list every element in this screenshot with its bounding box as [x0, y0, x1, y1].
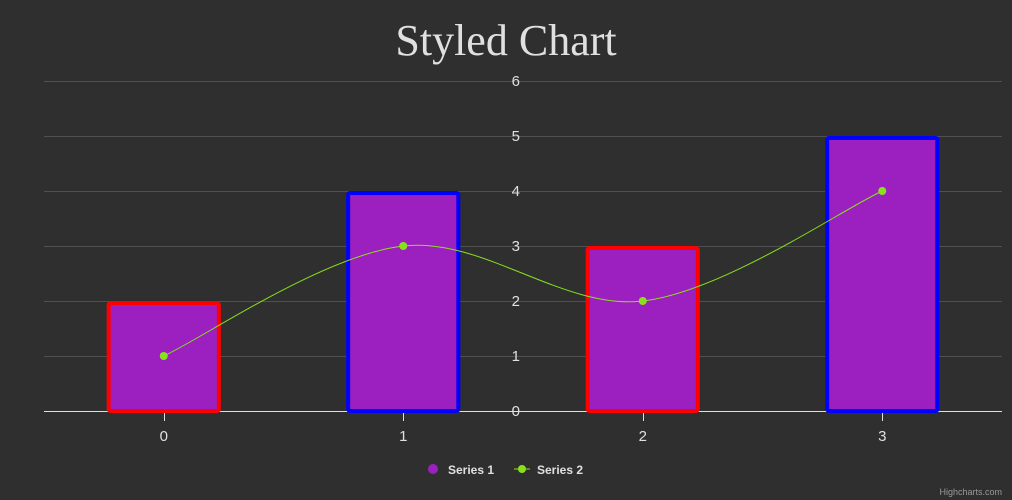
series-1-bar[interactable] — [825, 136, 940, 413]
legend-marker-series-1 — [428, 464, 438, 474]
series-1-bar[interactable] — [585, 246, 700, 413]
y-tick-label: 0 — [512, 403, 520, 420]
series-1-bar[interactable] — [346, 191, 461, 413]
chart-title: Styled Chart — [395, 16, 616, 65]
y-tick-label: 2 — [512, 293, 520, 310]
legend[interactable]: Series 1 Series 2 — [428, 463, 583, 477]
series-2-spline-path — [163, 190, 883, 357]
series-2-point[interactable] — [638, 297, 647, 305]
y-tick-label: 6 — [512, 73, 520, 90]
legend-label-series-2: Series 2 — [537, 463, 583, 477]
y-tick-label: 4 — [512, 183, 520, 200]
series-2-line[interactable] — [159, 187, 887, 360]
y-tick-label: 3 — [512, 238, 520, 255]
x-tick-label: 1 — [399, 428, 407, 445]
y-tick-label: 1 — [512, 348, 520, 365]
tick-labels: 0 1 2 3 4 5 6 0 1 2 3 — [160, 73, 887, 445]
series-2-point[interactable] — [159, 352, 168, 360]
legend-item-series-2[interactable]: Series 2 — [514, 463, 583, 477]
y-tick-label: 5 — [512, 128, 520, 145]
series-1-bars[interactable] — [106, 136, 940, 413]
x-tick-label: 3 — [878, 428, 886, 445]
legend-marker-series-2 — [518, 465, 526, 473]
legend-label-series-1: Series 1 — [448, 463, 494, 477]
x-tick-label: 0 — [160, 428, 168, 445]
series-2-point[interactable] — [399, 242, 408, 250]
credits-link[interactable]: Highcharts.com — [939, 487, 1002, 497]
legend-item-series-1[interactable]: Series 1 — [428, 463, 494, 477]
x-tick-label: 2 — [639, 428, 647, 445]
series-2-point[interactable] — [878, 187, 887, 195]
